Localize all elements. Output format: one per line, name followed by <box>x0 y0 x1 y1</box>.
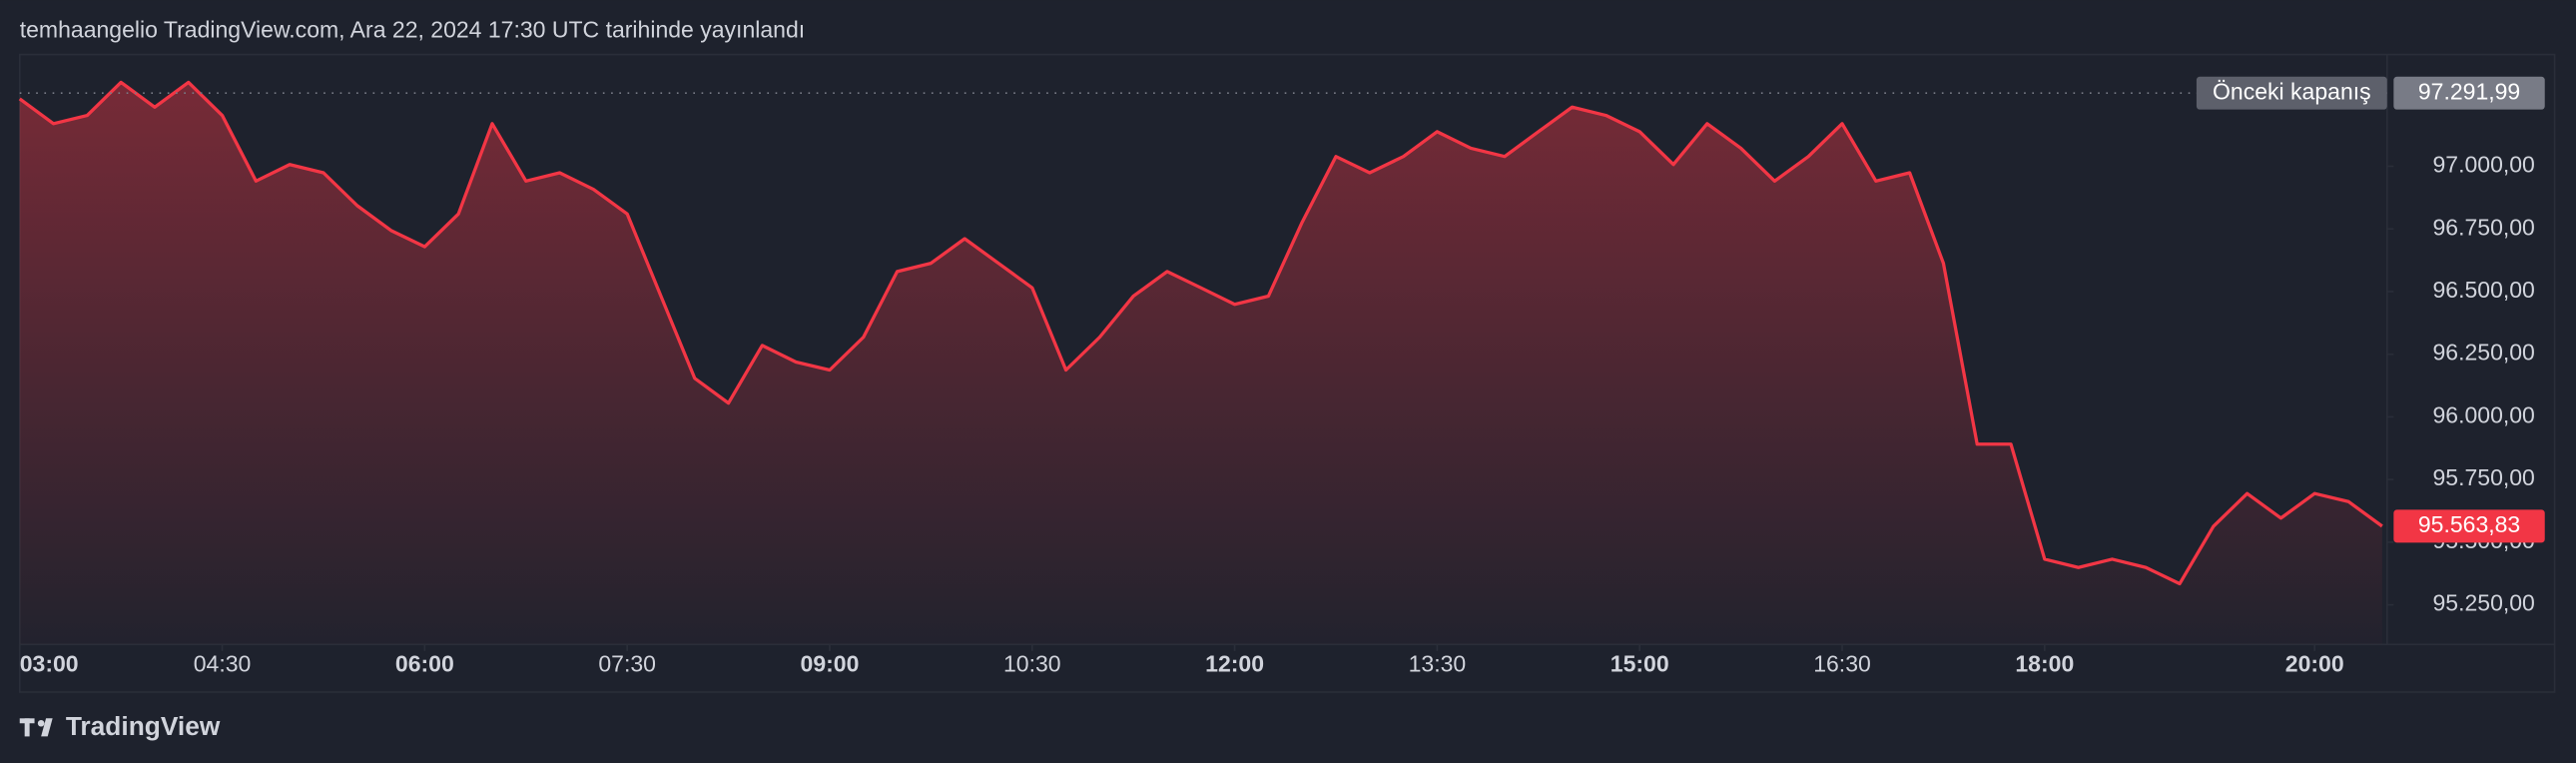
previous-close-tag <box>2196 76 2387 110</box>
x-tick-label: 18:00 <box>2015 651 2074 677</box>
x-tick-label: 04:30 <box>194 651 252 677</box>
x-tick-label: 06:00 <box>395 651 454 677</box>
last-price-tag <box>2393 509 2545 543</box>
y-tick-label: 96.750,00 <box>2432 214 2534 240</box>
x-tick-label: 20:00 <box>2285 651 2344 677</box>
watermark-logo <box>19 718 53 737</box>
x-tick-label: 09:00 <box>801 651 860 677</box>
x-tick-label: 12:00 <box>1205 651 1264 677</box>
previous-close-label: Önceki kapanış <box>2213 78 2371 104</box>
x-tick-label: 16:30 <box>1813 651 1871 677</box>
y-tick-label: 97.000,00 <box>2432 152 2534 178</box>
plot-layer: 95.250,0095.500,0095.750,0096.000,0096.2… <box>18 76 2545 677</box>
chart-title: temhaangelio TradingView.com, Ara 22, 20… <box>20 17 805 43</box>
price-line <box>18 80 2383 586</box>
x-tick-label: 13:30 <box>1409 651 1467 677</box>
watermark: TradingView <box>66 711 221 741</box>
previous-close-value-tag <box>2393 76 2545 110</box>
y-tick-label: 95.250,00 <box>2432 590 2534 616</box>
x-tick-label: 15:00 <box>1610 651 1669 677</box>
y-tick-label: 96.500,00 <box>2432 277 2534 303</box>
y-tick-label: 96.000,00 <box>2432 401 2534 427</box>
area-fill <box>19 82 2382 645</box>
x-tick-label: 03:00 <box>20 651 79 677</box>
previous-close-value: 97.291,99 <box>2418 78 2520 104</box>
y-tick-label: 96.250,00 <box>2432 340 2534 366</box>
last-price-value: 95.563,83 <box>2418 511 2520 537</box>
y-tick-label: 95.750,00 <box>2432 464 2534 490</box>
x-tick-label: 10:30 <box>1003 651 1061 677</box>
x-tick-label: 07:30 <box>598 651 656 677</box>
